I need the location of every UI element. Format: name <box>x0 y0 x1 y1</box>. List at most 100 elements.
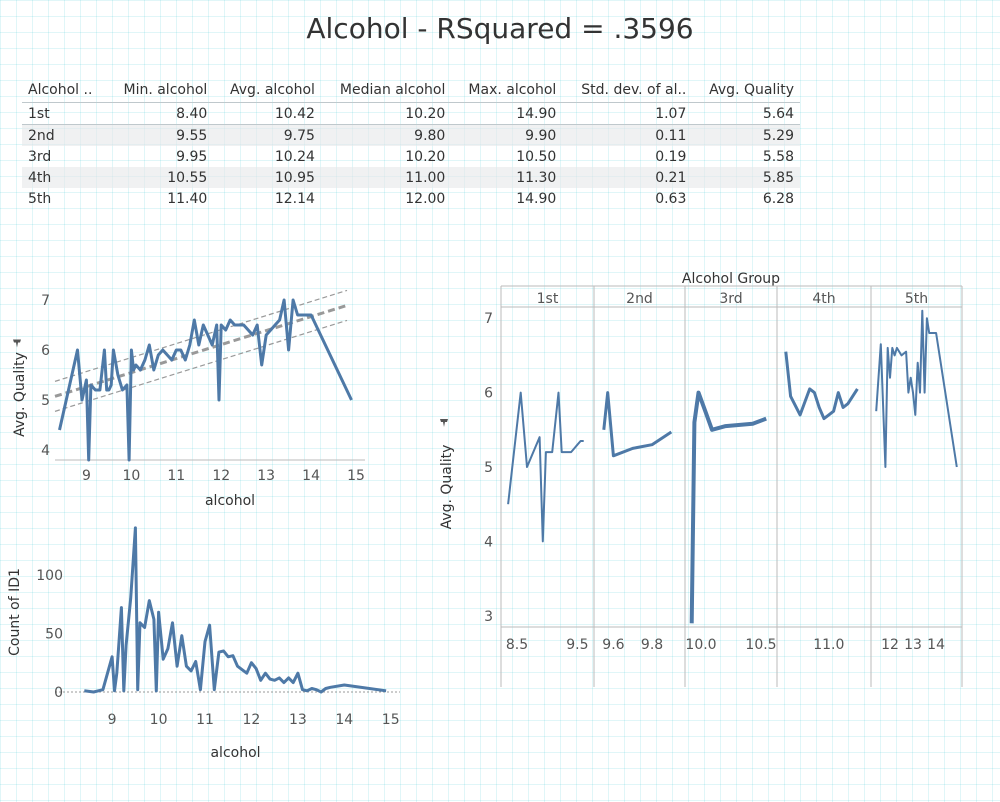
column-group-title: Alcohol Group <box>682 271 780 287</box>
table-cell: 9.80 <box>320 124 452 146</box>
table-header-row: Alcohol .. Min. alcohol Avg. alcohol Med… <box>22 80 800 103</box>
x-tick-label: 12 <box>881 637 899 653</box>
y-axis-title: Count of ID1 <box>7 568 23 656</box>
y-tick-label: 50 <box>45 626 63 642</box>
y-tick-label: 5 <box>41 393 50 409</box>
table-cell: 1.07 <box>562 102 693 125</box>
table-cell: 9.90 <box>451 124 563 146</box>
x-axis-title: alcohol <box>210 745 260 761</box>
table-row: 5th 11.40 12.14 12.00 14.90 0.63 6.28 <box>22 188 800 209</box>
group-series-line-1st <box>507 391 584 543</box>
table-cell: 10.42 <box>213 102 321 125</box>
y-axis-title: Avg. Quality <box>439 445 455 530</box>
quality-series-line <box>58 298 353 462</box>
table-cell: 6.28 <box>762 190 794 207</box>
table-cell: 14.90 <box>516 190 557 207</box>
table-cell: 11.30 <box>451 167 563 188</box>
x-tick-label: 15 <box>382 712 400 728</box>
table-cell: 10.20 <box>405 148 446 165</box>
column-header[interactable]: Avg. alcohol <box>230 82 315 98</box>
column-header[interactable]: Max. alcohol <box>468 82 557 98</box>
table-cell: 5.64 <box>692 102 800 125</box>
y-tick-label: 5 <box>484 460 493 476</box>
table-cell: 8.40 <box>106 102 214 125</box>
y-axis-title: Avg. Quality <box>12 352 28 437</box>
group-series-line-2nd <box>602 391 673 458</box>
x-tick-label: 13 <box>289 712 307 728</box>
quality-by-alcohol-group-chart: Alcohol Group 3 4 5 6 7 Avg. Quality 1st 8.5 9.5 2… <box>439 271 963 687</box>
panel-header-5th: 5th <box>905 291 928 307</box>
panel-header-2nd: 2nd <box>626 291 653 307</box>
table-cell: 2nd <box>22 124 107 146</box>
table-cell: 0.63 <box>655 190 687 207</box>
x-tick-label: 13 <box>257 468 275 484</box>
panel-header-1st: 1st <box>537 291 559 307</box>
x-tick-label: 12 <box>212 468 230 484</box>
table-cell: 9.95 <box>176 148 208 165</box>
table-row: 4th 10.55 10.95 11.00 11.30 0.21 5.85 <box>22 167 800 188</box>
x-tick-label: 8.5 <box>506 637 528 653</box>
column-header[interactable]: Median alcohol <box>339 82 446 98</box>
y-tick-label: 6 <box>484 386 493 402</box>
x-tick-label: 12 <box>243 712 261 728</box>
x-tick-label: 10 <box>122 468 140 484</box>
group-series-line-4th <box>784 351 859 421</box>
table-cell: 0.21 <box>562 167 693 188</box>
table-row: 1st 8.40 10.42 10.20 14.90 1.07 5.64 <box>22 102 800 125</box>
table-cell: 14.90 <box>451 102 563 125</box>
table-cell: 3rd <box>28 148 52 165</box>
x-tick-label: 11 <box>167 468 185 484</box>
table-cell: 5.29 <box>692 124 800 146</box>
table-cell: 9.55 <box>106 124 214 146</box>
column-header[interactable]: Avg. Quality <box>709 82 794 98</box>
table-row: 3rd 9.95 10.24 10.20 10.50 0.19 5.58 <box>22 146 800 167</box>
table-cell: 10.24 <box>274 148 315 165</box>
y-tick-label: 7 <box>41 293 50 309</box>
x-tick-label: 14 <box>335 712 353 728</box>
table-cell: 10.20 <box>320 102 452 125</box>
table-cell: 1st <box>22 102 107 125</box>
x-tick-label: 14 <box>302 468 320 484</box>
x-tick-label: 10.5 <box>745 637 776 653</box>
group-series-line-5th <box>875 309 958 468</box>
y-tick-label: 0 <box>54 685 63 701</box>
table-cell: 10.50 <box>516 148 557 165</box>
table-cell: 9.75 <box>213 124 321 146</box>
table-cell: 0.11 <box>562 124 693 146</box>
table-cell: 11.40 <box>167 190 208 207</box>
x-tick-label: 9.8 <box>641 637 663 653</box>
x-tick-label: 9 <box>108 712 117 728</box>
column-header[interactable]: Min. alcohol <box>123 82 208 98</box>
page-title: Alcohol - RSquared = .3596 <box>306 12 694 45</box>
x-tick-label: 10 <box>150 712 168 728</box>
x-tick-label: 11 <box>196 712 214 728</box>
table-cell: 0.19 <box>655 148 687 165</box>
y-tick-label: 7 <box>484 311 493 327</box>
quality-vs-alcohol-chart: 9 10 11 12 13 14 15 4 5 6 7 alcohol Avg. Quality <box>12 289 365 509</box>
y-tick-label: 100 <box>36 568 63 584</box>
x-tick-label: 9.6 <box>602 637 624 653</box>
trend-line <box>54 303 348 398</box>
table-cell: 10.95 <box>213 167 321 188</box>
table-cell: 10.55 <box>106 167 214 188</box>
x-tick-label: 9.5 <box>566 637 588 653</box>
panel-header-3rd: 3rd <box>719 291 742 307</box>
summary-table: Alcohol .. Min. alcohol Avg. alcohol Med… <box>22 80 800 209</box>
x-tick-label: 9 <box>82 468 91 484</box>
count-vs-alcohol-chart: 9 10 11 12 13 14 15 0 50 100 alcohol Count of ID1 <box>7 526 400 761</box>
table-cell: 11.00 <box>320 167 452 188</box>
pin-icon <box>440 419 448 427</box>
y-tick-label: 4 <box>41 443 50 459</box>
table-cell: 5.58 <box>762 148 794 165</box>
column-header[interactable]: Std. dev. of al.. <box>581 82 687 98</box>
trend-band-lower <box>54 319 348 412</box>
column-header[interactable]: Alcohol .. <box>28 82 93 98</box>
x-tick-label: 13 <box>904 637 922 653</box>
x-tick-label: 15 <box>347 468 365 484</box>
table-cell: 12.14 <box>274 190 315 207</box>
table-cell: 4th <box>22 167 107 188</box>
count-series-line <box>84 526 387 694</box>
x-tick-label: 10.0 <box>685 637 716 653</box>
y-tick-label: 3 <box>484 609 493 625</box>
table-row: 2nd 9.55 9.75 9.80 9.90 0.11 5.29 <box>22 124 800 146</box>
